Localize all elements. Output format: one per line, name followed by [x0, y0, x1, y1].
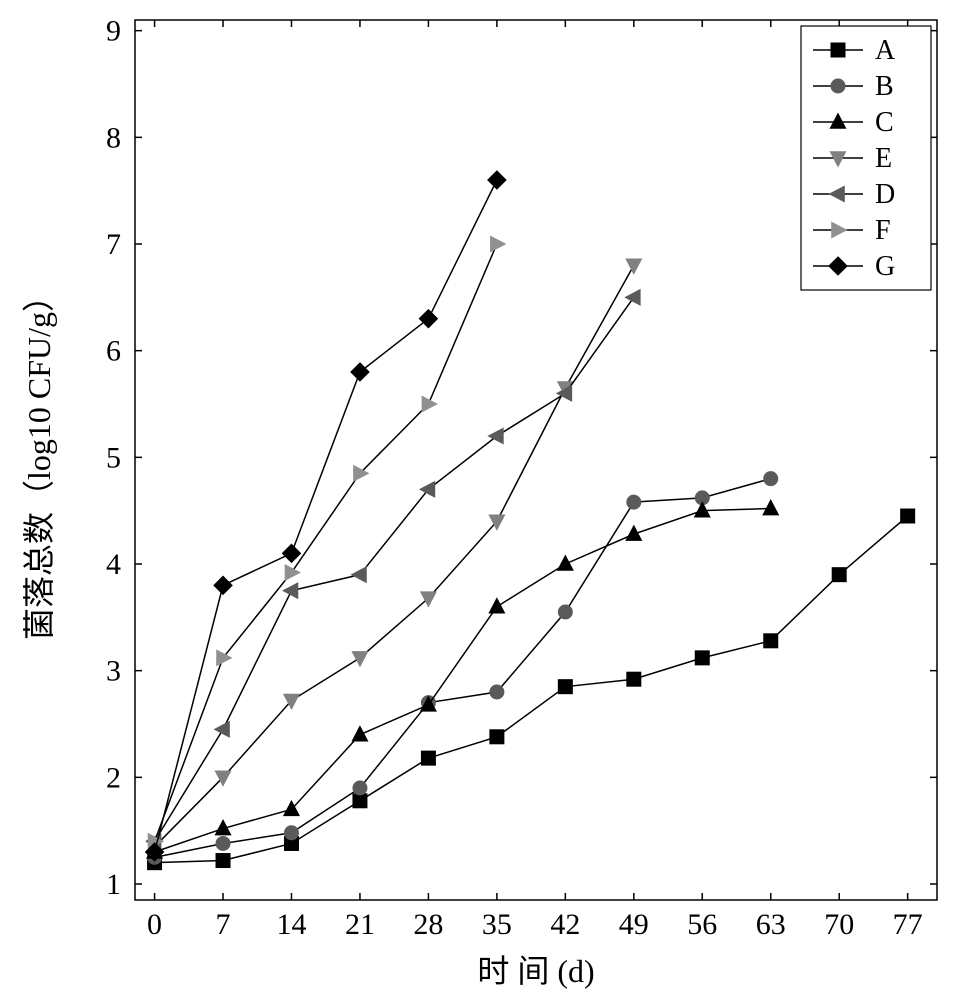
- y-tick-label: 2: [106, 761, 121, 794]
- series-marker-A: [490, 730, 504, 744]
- y-tick-label: 5: [106, 441, 121, 474]
- series-marker-B: [627, 495, 641, 509]
- x-tick-label: 28: [413, 908, 443, 941]
- x-tick-label: 21: [345, 908, 375, 941]
- x-tick-label: 63: [756, 908, 786, 941]
- series-marker-B: [353, 781, 367, 795]
- x-tick-label: 7: [216, 908, 231, 941]
- x-tick-label: 70: [824, 908, 854, 941]
- legend-label-E: E: [875, 143, 892, 174]
- y-tick-label: 6: [106, 335, 121, 368]
- legend-label-G: G: [875, 251, 895, 282]
- series-marker-B: [490, 685, 504, 699]
- series-marker-A: [353, 794, 367, 808]
- legend-label-B: B: [875, 71, 894, 102]
- x-tick-label: 77: [893, 908, 923, 941]
- legend-label-F: F: [875, 215, 891, 246]
- y-axis-title: 菌落总数（log10 CFU/g）: [21, 280, 57, 640]
- series-marker-A: [764, 634, 778, 648]
- y-tick-label: 8: [106, 121, 121, 154]
- x-tick-label: 14: [276, 908, 306, 941]
- series-marker-B: [216, 836, 230, 850]
- x-tick-label: 49: [619, 908, 649, 941]
- x-tick-label: 42: [550, 908, 580, 941]
- series-marker-B: [764, 472, 778, 486]
- chart-svg: 0714212835424956637077123456789时 间 (d)菌落…: [0, 0, 967, 1000]
- legend-marker-B: [831, 79, 845, 93]
- legend-label-D: D: [875, 179, 895, 210]
- series-marker-A: [216, 854, 230, 868]
- y-tick-label: 9: [106, 15, 121, 48]
- series-marker-A: [627, 672, 641, 686]
- chart-container: 0714212835424956637077123456789时 间 (d)菌落…: [0, 0, 967, 1000]
- series-marker-A: [832, 568, 846, 582]
- y-tick-label: 3: [106, 655, 121, 688]
- y-tick-label: 7: [106, 228, 121, 261]
- x-tick-label: 56: [687, 908, 717, 941]
- series-marker-B: [558, 605, 572, 619]
- y-tick-label: 4: [106, 548, 121, 581]
- series-marker-A: [558, 680, 572, 694]
- x-tick-label: 35: [482, 908, 512, 941]
- legend-marker-A: [831, 43, 845, 57]
- y-tick-label: 1: [106, 868, 121, 901]
- x-tick-label: 0: [147, 908, 162, 941]
- x-axis-title: 时 间 (d): [477, 953, 594, 989]
- series-marker-A: [421, 751, 435, 765]
- series-marker-B: [284, 826, 298, 840]
- legend-label-C: C: [875, 107, 894, 138]
- series-marker-A: [901, 509, 915, 523]
- series-marker-A: [695, 651, 709, 665]
- legend-label-A: A: [875, 35, 896, 66]
